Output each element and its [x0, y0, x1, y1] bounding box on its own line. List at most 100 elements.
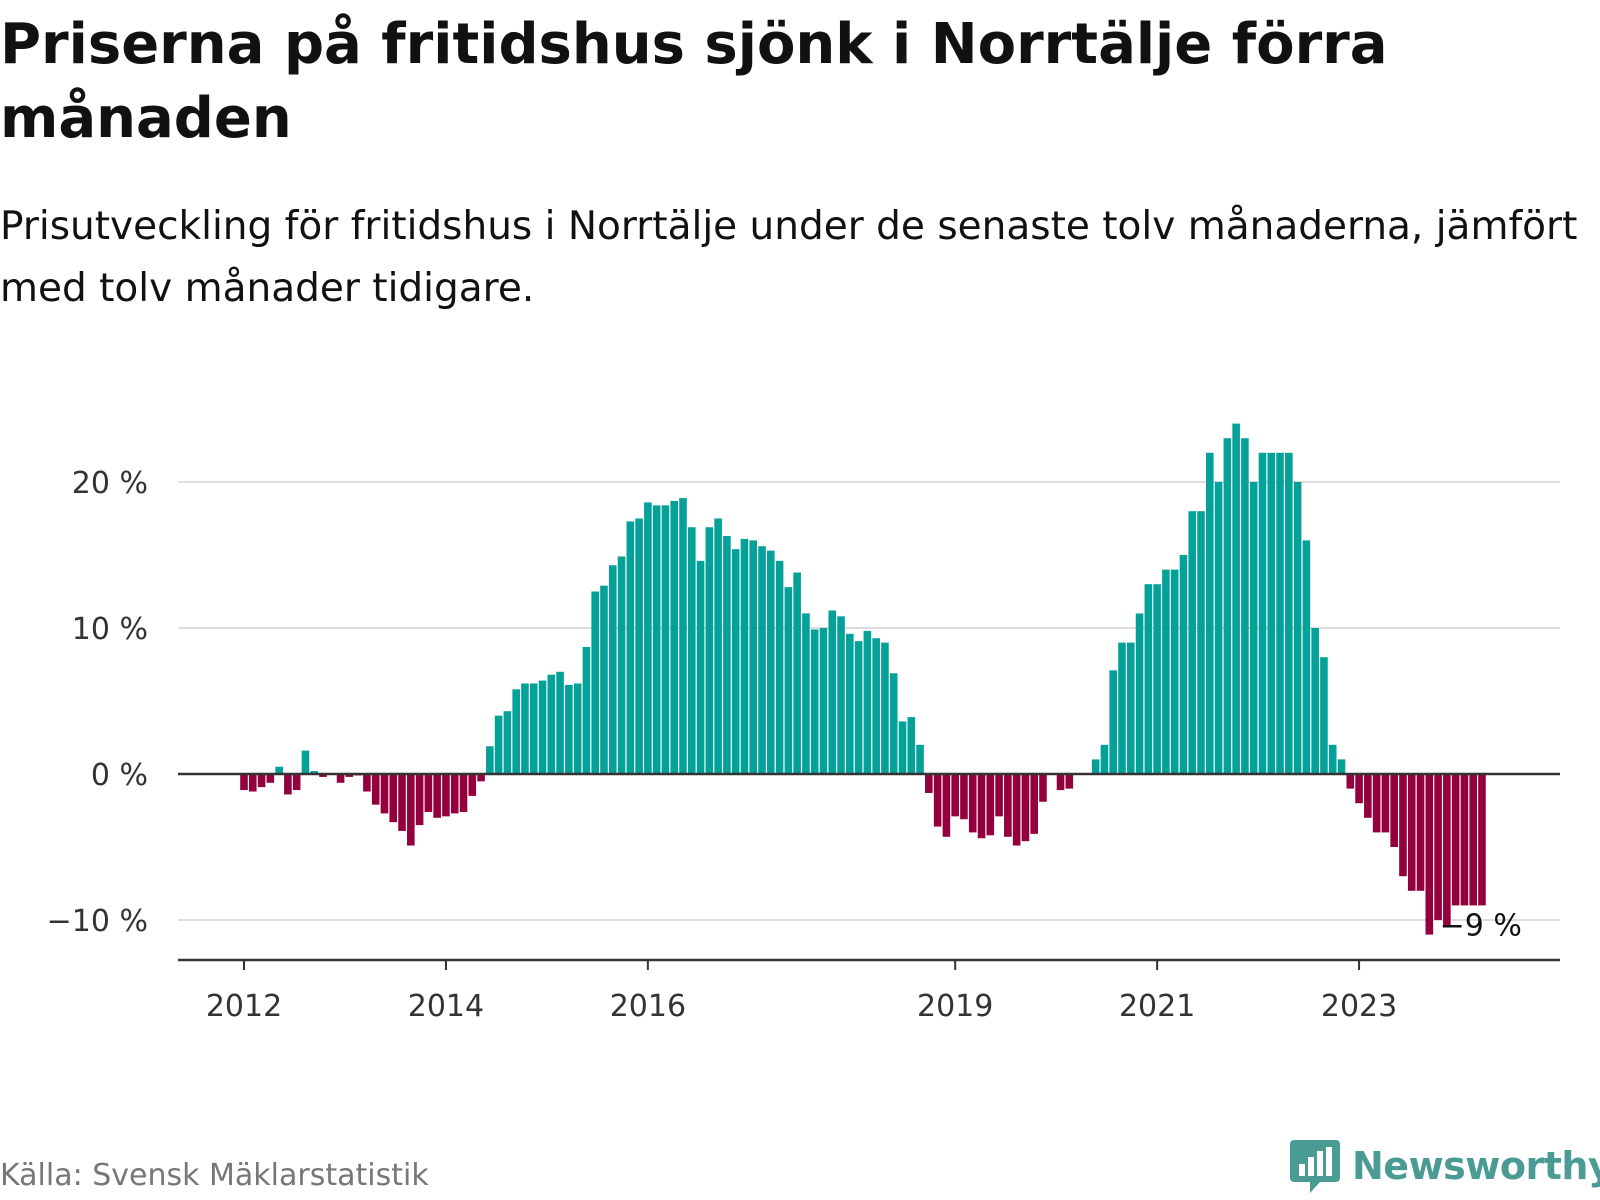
- bar: [503, 711, 512, 774]
- bar: [1232, 423, 1240, 774]
- x-tick-label: 2016: [610, 989, 686, 1024]
- bar: [1091, 759, 1100, 774]
- bar: [1381, 774, 1390, 833]
- bar: [292, 774, 301, 791]
- bar: [740, 538, 749, 774]
- bar: [828, 610, 837, 774]
- bar: [1258, 452, 1267, 774]
- bar: [652, 505, 661, 774]
- bar-chart: 20 % 10 % 0 % −10 % 2012 2014 2016 2019 2021 202…: [47, 423, 1560, 1024]
- bar: [1311, 628, 1319, 774]
- bar: [758, 546, 766, 774]
- x-tick-label: 2021: [1119, 989, 1195, 1024]
- bar: [477, 774, 485, 782]
- x-tick-label: 2012: [206, 989, 282, 1024]
- bar: [819, 628, 828, 774]
- bar: [1241, 438, 1249, 774]
- bar: [538, 680, 547, 774]
- bar: [705, 527, 714, 774]
- y-tick-label: 0 %: [91, 758, 148, 793]
- bar: [749, 540, 758, 774]
- bar: [1179, 555, 1188, 774]
- bar: [1425, 774, 1434, 935]
- bar: [1126, 642, 1135, 774]
- bar: [661, 505, 670, 774]
- bar: [907, 717, 916, 774]
- bar: [731, 549, 740, 774]
- bar: [1039, 774, 1047, 802]
- bar: [1355, 774, 1363, 804]
- bar: [310, 771, 319, 774]
- bar: [529, 683, 538, 774]
- bar: [1416, 774, 1425, 891]
- bar: [837, 616, 845, 774]
- bar: [951, 774, 959, 817]
- y-tick-label: −10 %: [47, 904, 148, 939]
- bar: [266, 774, 275, 783]
- bar: [881, 642, 889, 774]
- bar: [1407, 774, 1416, 891]
- bar: [1188, 511, 1197, 774]
- newsworthy-logo-icon: [1290, 1140, 1340, 1193]
- bar: [415, 774, 424, 826]
- bar: [679, 498, 687, 774]
- bar: [977, 774, 986, 839]
- bar: [257, 774, 266, 788]
- bar: [1443, 774, 1451, 928]
- y-axis-labels: 20 % 10 % 0 % −10 %: [47, 466, 148, 939]
- bar: [995, 774, 1003, 817]
- brand-name: Newsworthy: [1352, 1144, 1600, 1188]
- x-axis: 2012 2014 2016 2019 2021 2023: [178, 958, 1560, 1024]
- bar: [1249, 482, 1258, 774]
- bar: [793, 572, 801, 774]
- bar: [1153, 584, 1161, 774]
- bar: [424, 774, 433, 812]
- x-tick-label: 2014: [408, 989, 484, 1024]
- bar: [863, 630, 872, 774]
- bar: [1056, 774, 1065, 791]
- x-tick-label: 2019: [917, 989, 993, 1024]
- bar: [1004, 774, 1012, 837]
- bar: [1285, 452, 1293, 774]
- bar: [1109, 670, 1118, 774]
- bar: [380, 774, 389, 814]
- bar: [442, 774, 450, 817]
- bar: [1135, 613, 1144, 774]
- bar: [407, 774, 415, 846]
- y-tick-label: 20 %: [72, 466, 148, 501]
- bar: [1469, 774, 1477, 906]
- bar: [1399, 774, 1407, 877]
- bar: [767, 550, 775, 774]
- bar: [319, 774, 327, 777]
- bar: [345, 774, 354, 777]
- bar: [582, 646, 591, 774]
- bar: [1118, 642, 1126, 774]
- bar: [1364, 774, 1372, 818]
- bar: [547, 674, 556, 774]
- bar: [573, 683, 582, 774]
- bar: [301, 750, 310, 774]
- bar: [802, 613, 810, 774]
- bar: [933, 774, 942, 827]
- source-note: Källa: Svensk Mäklarstatistik: [0, 1158, 429, 1193]
- bar: [626, 521, 635, 774]
- bar: [336, 774, 345, 783]
- bar: [1460, 774, 1469, 906]
- bar: [248, 774, 257, 792]
- bar: [1065, 774, 1074, 789]
- bar: [898, 721, 907, 774]
- bar: [1206, 452, 1214, 774]
- bar: [1021, 774, 1030, 842]
- bar: [1162, 569, 1170, 774]
- bar: [723, 536, 731, 774]
- bar: [1478, 774, 1486, 906]
- bar: [512, 689, 520, 774]
- bar: [556, 671, 564, 774]
- bar: [1100, 744, 1109, 774]
- bar: [1144, 584, 1153, 774]
- bar: [1214, 482, 1223, 774]
- bar: [670, 500, 679, 774]
- bar: [494, 715, 503, 774]
- bar: [371, 774, 380, 805]
- bar: [775, 560, 784, 774]
